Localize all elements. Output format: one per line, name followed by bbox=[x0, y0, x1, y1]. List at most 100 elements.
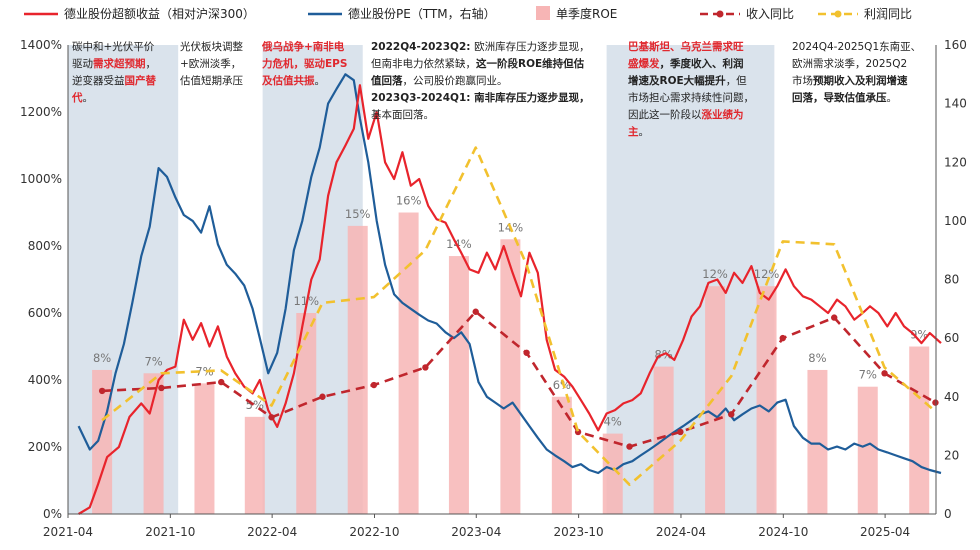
roe-bar-1 bbox=[92, 369, 113, 514]
annotation-box3-line-2: 力危机，驱动EPS bbox=[262, 57, 347, 70]
y-right-tick-8: 160 bbox=[944, 38, 967, 52]
y-left-tick-2: 400% bbox=[28, 373, 62, 387]
y-left-tick-0: 0% bbox=[43, 507, 62, 521]
y-left-tick-6: 1200% bbox=[20, 105, 62, 119]
revenue-point-4 bbox=[268, 414, 275, 421]
annotation-box4-seg-1-2: 欧洲库存压力逐步显现， bbox=[474, 40, 590, 53]
y-right-tick-4: 80 bbox=[944, 273, 959, 287]
annotation-box6-seg-4-1: 回落，导致估值承压 bbox=[792, 91, 887, 104]
x-tick-7: 2024-10 bbox=[758, 525, 808, 539]
legend: 德业股份超额收益（相对沪深300） 德业股份PE（TTM，右轴） 单季度ROE 收入同… bbox=[24, 6, 912, 21]
shaded-periods bbox=[68, 45, 775, 514]
revenue-point-11 bbox=[626, 443, 633, 450]
revenue-point-1 bbox=[98, 387, 106, 395]
annotation-box1-seg-4-2: 。 bbox=[83, 92, 94, 104]
annotation-box1-seg-2-1: 驱动 bbox=[72, 58, 93, 70]
x-tick-4: 2023-04 bbox=[451, 525, 501, 539]
roe-bar-label-11: 4% bbox=[604, 415, 622, 429]
roe-bar-label-7: 16% bbox=[396, 194, 422, 208]
roe-bar-8 bbox=[448, 256, 469, 514]
roe-bar-2 bbox=[143, 373, 164, 514]
legend-label-excess_return: 德业股份超额收益（相对沪深300） bbox=[64, 6, 255, 21]
annotation-box6-line-4: 回落，导致估值承压。 bbox=[792, 91, 897, 104]
y-right-tick-3: 60 bbox=[944, 331, 959, 345]
annotation-box3-line-3: 及估值共振。 bbox=[262, 74, 325, 87]
roe-bar-16 bbox=[857, 386, 878, 514]
annotation-box4-line-2: 但南非电力依然紧缺，这一阶段ROE维持但估 bbox=[371, 57, 585, 70]
annotation-box5-seg-3-1: 增速及ROE大幅提升 bbox=[628, 74, 726, 87]
x-tick-1: 2021-10 bbox=[145, 525, 195, 539]
roe-bar-5 bbox=[296, 313, 317, 514]
roe-bar-label-2: 7% bbox=[144, 354, 162, 368]
annotation-box5-seg-2-2: ，季度收入、利润 bbox=[660, 57, 744, 70]
legend-label-roe_bar: 单季度ROE bbox=[556, 6, 617, 21]
annotation-box1-seg-1-1: 碳中和+光伏平价 bbox=[72, 40, 155, 53]
annotation-box1-line-3: 逆变器受益国产替 bbox=[72, 74, 156, 87]
x-tick-5: 2023-10 bbox=[554, 525, 604, 539]
annotation-box4-seg-3-1: 值回落 bbox=[371, 74, 403, 87]
annotation-box4-seg-2-1: 但南非电力依然紧缺， bbox=[371, 57, 476, 70]
legend-dot-profit_yoy bbox=[834, 10, 842, 18]
revenue-point-16 bbox=[881, 370, 888, 377]
revenue-point-12 bbox=[677, 428, 684, 436]
revenue-point-15 bbox=[831, 314, 838, 321]
annotation-box5-seg-6-1: 主 bbox=[628, 125, 639, 138]
annotation-box2-line-1: 光伏板块调整 bbox=[180, 40, 243, 53]
annotation-box5-seg-3-2: ，但 bbox=[726, 75, 747, 87]
annotations: 碳中和+光伏平价驱动需求超预期，逆变器受益国产替代。光伏板块调整+欧洲淡季，估值… bbox=[71, 40, 921, 138]
annotation-box6-line-1: 2024Q4-2025Q1东南亚、 bbox=[792, 40, 921, 53]
legend-label-revenue_yoy: 收入同比 bbox=[746, 7, 794, 21]
legend-label-profit_yoy: 利润同比 bbox=[864, 7, 912, 21]
x-tick-2: 2022-04 bbox=[247, 525, 297, 539]
annotation-box5-line-6: 主。 bbox=[628, 125, 649, 138]
annotation-box5-seg-4-1: 市场担心需求持续性问题， bbox=[628, 91, 754, 104]
roe-bar-3 bbox=[194, 383, 215, 514]
roe-bar-17 bbox=[909, 346, 930, 514]
annotation-box5-line-2: 盛爆发，季度收入、利润 bbox=[628, 57, 744, 70]
legend-swatch-roe_bar bbox=[536, 6, 550, 20]
y-left-tick-5: 1000% bbox=[20, 172, 62, 186]
annotation-box4-line-4: 2023Q3-2024Q1: 南非库存压力逐步显现， bbox=[371, 91, 590, 104]
annotation-box2-seg-2-1: +欧洲淡季， bbox=[180, 58, 241, 70]
annotation-box6-seg-4-2: 。 bbox=[887, 92, 898, 104]
y-right-tick-6: 120 bbox=[944, 155, 967, 169]
revenue-point-8 bbox=[472, 308, 479, 315]
y-right-tick-2: 40 bbox=[944, 390, 959, 404]
revenue-point-6 bbox=[370, 381, 378, 389]
annotation-box3-line-1: 俄乌战争+南非电 bbox=[261, 40, 345, 53]
annotation-box4-line-5: 基本面回落。 bbox=[371, 108, 434, 121]
revenue-point-14 bbox=[779, 334, 786, 342]
annotation-box4-seg-3-2: ，公司股价跑赢同业。 bbox=[403, 74, 508, 87]
roe-bar-9 bbox=[500, 239, 521, 515]
annotation-box5-seg-1-1: 巴基斯坦、乌克兰需求旺 bbox=[628, 40, 744, 53]
y-right-tick-5: 100 bbox=[944, 214, 967, 228]
x-tick-0: 2021-04 bbox=[43, 525, 93, 539]
annotation-box1-line-2: 驱动需求超预期， bbox=[72, 57, 156, 70]
annotation-box3-seg-2-2: 驱动EPS bbox=[304, 57, 347, 70]
roe-bar-label-15: 8% bbox=[808, 351, 826, 365]
annotation-box1-line-4: 代。 bbox=[71, 91, 93, 104]
annotation-box3-seg-1-1: 俄乌战争+南非电 bbox=[261, 40, 345, 53]
roe-bar-label-10: 6% bbox=[553, 378, 571, 392]
revenue-point-7 bbox=[422, 364, 429, 371]
revenue-point-9 bbox=[523, 349, 530, 356]
roe-bars: 8% 7%7%5%11%15%16%14%14%6%4%8%12% 12%8%7%9… bbox=[92, 194, 930, 515]
roe-bar-label-6: 15% bbox=[345, 207, 371, 221]
x-tick-8: 2025-04 bbox=[860, 525, 910, 539]
roe-bar-10 bbox=[551, 396, 572, 514]
annotation-box2-line-2: +欧洲淡季， bbox=[180, 58, 241, 70]
annotation-box4-seg-4-1: 2023Q3-2024Q1: bbox=[371, 92, 474, 104]
annotation-box4-line-3: 值回落，公司股价跑赢同业。 bbox=[371, 74, 508, 87]
annotation-box3-seg-3-2: 。 bbox=[315, 75, 326, 87]
annotation-box4-seg-2-2: 这一阶段ROE维持但估 bbox=[476, 57, 585, 70]
series-lines bbox=[77, 73, 942, 515]
annotation-box4-line-1: 2022Q4-2023Q2: 欧洲库存压力逐步显现， bbox=[371, 40, 590, 53]
annotation-box5-seg-2-1: 盛爆发 bbox=[628, 57, 660, 70]
annotation-box5-seg-5-2: 涨业绩为 bbox=[702, 108, 744, 121]
revenue-point-13 bbox=[728, 411, 735, 418]
revenue-point-2 bbox=[158, 384, 165, 392]
roe-bar-15 bbox=[807, 369, 828, 514]
roe-bar-label-1: 8% bbox=[93, 351, 111, 365]
